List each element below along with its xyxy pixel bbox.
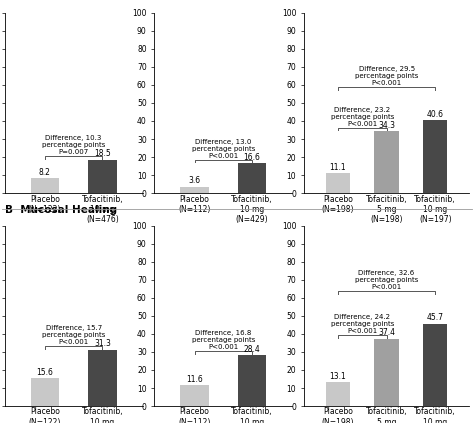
Bar [88, 160, 117, 193]
Text: 11.6: 11.6 [186, 375, 203, 384]
Text: 15.6: 15.6 [36, 368, 54, 376]
Text: 13.1: 13.1 [329, 372, 346, 381]
X-axis label: OCTAVE Induction 1: OCTAVE Induction 1 [24, 233, 124, 242]
Text: Difference, 15.7
percentage points
P<0.001: Difference, 15.7 percentage points P<0.0… [42, 325, 105, 345]
Text: Difference, 32.6
percentage points
P<0.001: Difference, 32.6 percentage points P<0.0… [355, 270, 418, 290]
Text: 16.6: 16.6 [244, 153, 260, 162]
Bar [423, 324, 447, 406]
Text: 31.3: 31.3 [94, 339, 111, 348]
X-axis label: OCTAVE Sustain: OCTAVE Sustain [346, 233, 427, 242]
Text: Difference, 16.8
percentage points
P<0.001: Difference, 16.8 percentage points P<0.0… [191, 330, 255, 350]
Text: 18.5: 18.5 [94, 149, 111, 159]
Bar [237, 355, 266, 406]
Text: Difference, 13.0
percentage points
P<0.001: Difference, 13.0 percentage points P<0.0… [191, 139, 255, 159]
Text: 8.2: 8.2 [39, 168, 51, 177]
Bar [180, 385, 209, 406]
Text: Difference, 29.5
percentage points
P<0.001: Difference, 29.5 percentage points P<0.0… [355, 66, 418, 86]
Text: 3.6: 3.6 [189, 176, 201, 185]
Text: 37.4: 37.4 [378, 328, 395, 337]
Bar [326, 382, 350, 406]
Bar [88, 349, 117, 406]
Text: 34.3: 34.3 [378, 121, 395, 130]
Bar [374, 338, 399, 406]
Bar [423, 120, 447, 193]
Text: 11.1: 11.1 [329, 163, 346, 172]
Bar [326, 173, 350, 193]
Text: Difference, 24.2
percentage points
P<0.001: Difference, 24.2 percentage points P<0.0… [330, 314, 394, 334]
Bar [237, 163, 266, 193]
Bar [374, 131, 399, 193]
X-axis label: OCTAVE Induction 2: OCTAVE Induction 2 [173, 233, 273, 242]
Text: 40.6: 40.6 [427, 110, 444, 118]
Text: B  Mucosal Healing: B Mucosal Healing [5, 205, 117, 215]
Text: 45.7: 45.7 [427, 313, 444, 322]
Text: Difference, 23.2
percentage points
P<0.001: Difference, 23.2 percentage points P<0.0… [330, 107, 394, 127]
Bar [31, 378, 59, 406]
Text: Difference, 10.3
percentage points
P=0.007: Difference, 10.3 percentage points P=0.0… [42, 135, 105, 155]
Bar [31, 179, 59, 193]
Bar [180, 187, 209, 193]
Text: 28.4: 28.4 [244, 345, 260, 354]
Text: A  Remission: A Remission [5, 0, 80, 2]
